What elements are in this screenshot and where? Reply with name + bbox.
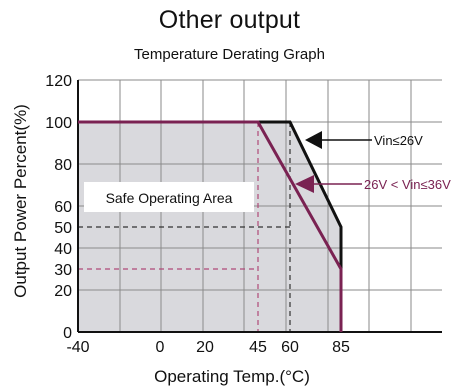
- safe-operating-area-fill: [78, 122, 341, 332]
- legend-arrow-2: [295, 175, 314, 193]
- chart-subtitle: Temperature Derating Graph: [134, 46, 325, 63]
- y-tick-label: 0: [63, 325, 72, 342]
- y-tick-label: 30: [54, 262, 72, 279]
- area-label-box: [84, 182, 254, 212]
- chart-title: Other output: [158, 6, 301, 34]
- x-tick-label: 45: [249, 339, 267, 356]
- x-tick-label: 0: [156, 339, 165, 356]
- y-tick-label: 100: [45, 115, 72, 132]
- legend-arrow-1: [305, 131, 322, 149]
- series-line-2: [78, 120, 343, 332]
- x-axis-label: Operating Temp.(°C): [154, 367, 310, 386]
- x-tick-label: 20: [196, 339, 214, 356]
- x-tick-label: -40: [66, 339, 89, 356]
- y-tick-label: 50: [54, 220, 72, 237]
- x-tick-label: 85: [332, 339, 350, 356]
- y-tick-label: 120: [45, 73, 72, 90]
- y-tick-label: 20: [54, 283, 72, 300]
- legend-label-1: Vin≤26V: [374, 133, 423, 148]
- x-tick-label: 60: [281, 339, 299, 356]
- y-tick-label: 80: [54, 157, 72, 174]
- area-label: Safe Operating Area: [106, 190, 233, 206]
- legend-label-2: 26V < Vin≤36V: [364, 177, 451, 192]
- y-tick-label: 40: [54, 241, 72, 258]
- y-tick-label: 60: [54, 199, 72, 216]
- y-axis-label: Output Power Percent(%): [11, 104, 30, 298]
